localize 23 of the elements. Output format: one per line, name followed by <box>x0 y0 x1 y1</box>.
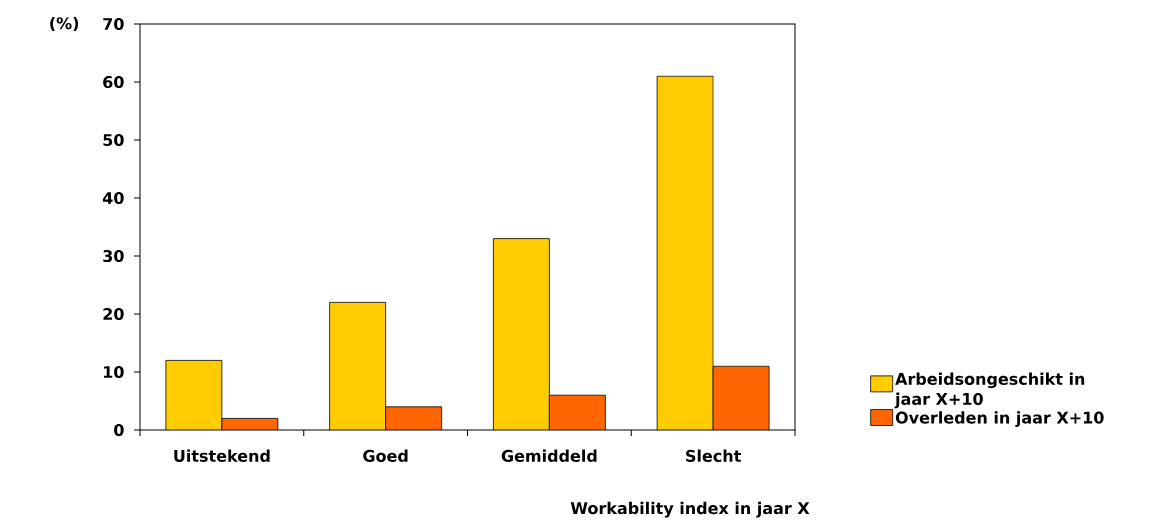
bar <box>712 365 770 430</box>
y-tick-label: 20 <box>103 307 124 321</box>
bar <box>385 406 443 430</box>
y-tick-label: 30 <box>103 249 124 263</box>
x-tick-label: Uitstekend <box>174 449 270 462</box>
x-tick-label: Goed <box>363 449 408 462</box>
y-tick-label: 50 <box>103 133 124 147</box>
y-tick-label: 0 <box>114 423 124 437</box>
x-tick-label: Gemiddeld <box>501 449 597 462</box>
y-tick-label: 60 <box>103 75 124 89</box>
y-tick-label: 40 <box>102 191 124 205</box>
y-tick-label: 70 <box>103 17 124 31</box>
bar <box>329 302 387 430</box>
bar <box>492 238 550 430</box>
y-tick-label: 10 <box>104 365 124 379</box>
x-axis-title: Workability index in jaar X <box>570 501 810 518</box>
legend-label: Arbeidsongeschikt in jaar X+10 <box>894 372 1085 409</box>
legend-label: Overleden in jaar X+10 <box>895 411 1104 427</box>
x-tick-label: Slecht <box>686 449 741 462</box>
bar <box>656 75 714 430</box>
bar <box>165 360 222 430</box>
y-axis-title: (%) <box>50 16 79 32</box>
bar <box>548 394 606 430</box>
